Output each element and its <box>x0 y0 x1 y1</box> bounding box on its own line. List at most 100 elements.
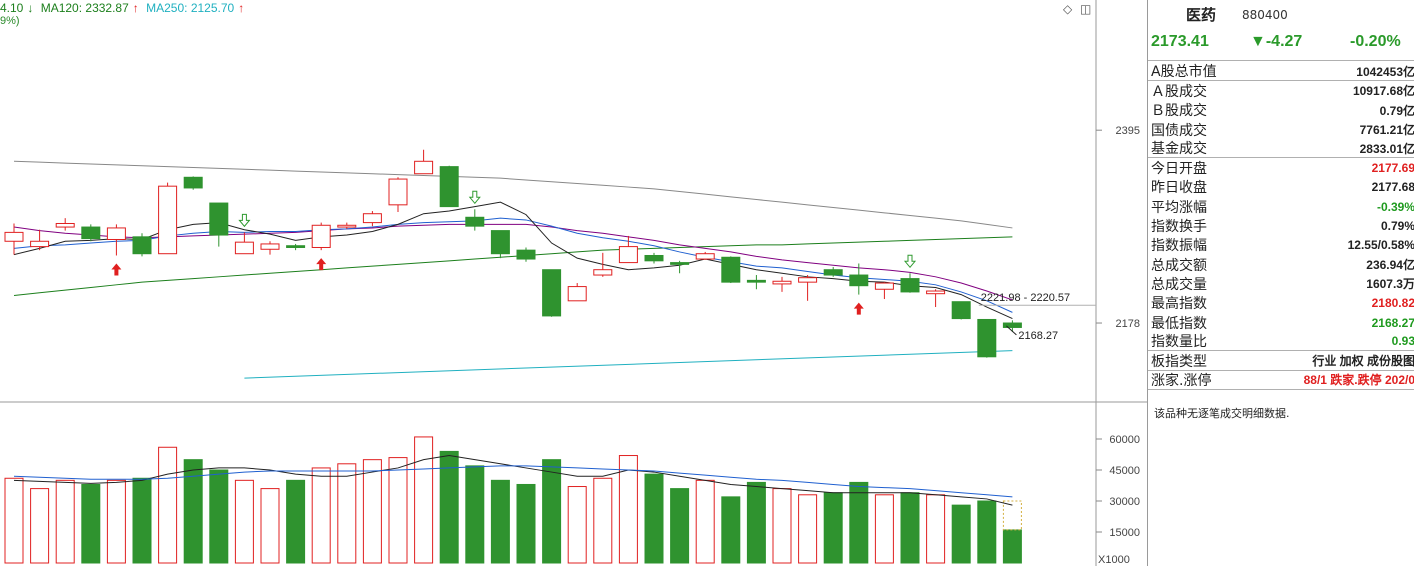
candle <box>158 182 178 255</box>
ma10-line <box>13 217 1013 313</box>
ma20-line <box>13 223 1013 301</box>
candle <box>567 283 587 302</box>
volume-bar <box>951 504 971 564</box>
volume-tick-label: 30000 <box>1109 496 1140 508</box>
quote-row-label: Ｂ股成交 <box>1151 103 1207 120</box>
quote-row: 基金成交 2833.01亿 <box>1148 139 1414 159</box>
candle <box>81 224 101 242</box>
volume-bar <box>234 479 254 564</box>
buy-arrow-icon <box>111 263 122 276</box>
candle-body <box>260 243 280 250</box>
ma250-line <box>244 350 1013 379</box>
quote-row-label: 指数振幅 <box>1151 238 1207 255</box>
candle-body <box>81 226 101 240</box>
candle <box>183 176 203 190</box>
candle <box>337 222 357 229</box>
volume-bars[interactable] <box>4 436 1022 564</box>
volume-bar <box>158 446 178 564</box>
volume-bar <box>977 500 997 564</box>
volume-bar <box>260 488 280 564</box>
volume-bar <box>746 481 766 564</box>
quote-row-value: 2180.82 <box>1371 296 1414 311</box>
quote-row: 最低指数 2168.27 <box>1148 313 1414 332</box>
quote-row-label: 昨日收盘 <box>1151 180 1207 197</box>
volume-tick-label: 60000 <box>1109 434 1140 446</box>
candle <box>721 256 741 284</box>
volume-ma10-line <box>13 465 1013 498</box>
candle-body <box>490 230 510 255</box>
volume-bar <box>183 459 203 564</box>
quote-row: 总成交量 1607.3万 <box>1148 274 1414 293</box>
volume-bar <box>209 469 229 564</box>
quote-row-value: 2168.27 <box>1371 315 1414 330</box>
quote-row-value: 2833.01亿 <box>1359 141 1414 156</box>
ma60-line <box>13 160 1013 229</box>
volume-bar <box>823 492 843 564</box>
quote-row: 国债成交 7761.21亿 <box>1148 120 1414 139</box>
sell-arrow-icon <box>903 254 917 269</box>
candle-body <box>362 213 382 224</box>
chart-frame <box>0 0 1147 566</box>
quote-row-label: Ａ股成交 <box>1151 83 1207 100</box>
candle-body <box>746 279 766 283</box>
volume-bar <box>311 467 331 564</box>
candle <box>823 267 843 277</box>
quote-row-label: 国债成交 <box>1151 122 1207 139</box>
candle-body <box>132 236 152 255</box>
volume-tick-label: 45000 <box>1109 465 1140 477</box>
quote-row-value: 0.93 <box>1391 334 1414 349</box>
quote-row: 最高指数 2180.82 <box>1148 294 1414 313</box>
candle-body <box>721 256 741 283</box>
candle-body <box>439 166 459 208</box>
price-change: ▼-4.27 <box>1250 33 1303 50</box>
candle <box>234 232 254 255</box>
candle-body <box>234 241 254 255</box>
buy-arrow-icon <box>316 258 327 271</box>
volume-bar <box>55 479 75 564</box>
quote-row-value: 236.94亿 <box>1366 258 1414 273</box>
quote-panel: 医药 880400 2173.41 ▼-4.27 -0.20% A股总市值 104… <box>1147 0 1414 566</box>
up-arrow-icon: ↑ <box>132 1 139 15</box>
candle-body <box>644 254 664 262</box>
quote-row: 板指类型 行业 加权 成份股图 <box>1148 351 1414 371</box>
volume-bar <box>874 494 894 564</box>
restore-window-icon[interactable]: ◫ <box>1080 2 1092 16</box>
ma5-line <box>13 201 1013 320</box>
ma250-label: MA250: 2125.70 <box>146 1 235 15</box>
quote-row-label: 基金成交 <box>1151 141 1207 158</box>
volume-bar <box>414 436 434 564</box>
volume-tick-label: 15000 <box>1109 527 1140 539</box>
moving-average-lines <box>13 160 1013 379</box>
candle-body <box>772 280 792 285</box>
candle-body <box>874 282 894 290</box>
candle <box>670 260 690 274</box>
candle-body <box>414 160 434 175</box>
up-arrow-icon: ↑ <box>238 1 245 15</box>
low-pointer <box>1006 325 1017 336</box>
volume-unit-label: X1000 <box>1098 554 1130 566</box>
kline-chart[interactable]: 2395 2178 60000 45000 30000 15000 X1000 2221.9… <box>0 0 1147 566</box>
candle-body <box>286 245 306 248</box>
candle-body <box>209 202 229 236</box>
candle-body <box>593 269 613 276</box>
price-change-pct: -0.20% <box>1350 33 1401 50</box>
candle <box>618 235 638 264</box>
quote-row-label: 板指类型 <box>1151 353 1207 370</box>
candlesticks[interactable] <box>4 149 1022 358</box>
candle <box>388 177 408 212</box>
sell-arrow-icon <box>468 190 481 205</box>
volume-bar <box>593 477 613 564</box>
diamond-icon[interactable]: ◇ <box>1063 2 1073 16</box>
quote-row-value: 7761.21亿 <box>1359 123 1414 138</box>
candle-body <box>55 222 75 228</box>
quote-row-label: 最低指数 <box>1151 315 1207 332</box>
candle-body <box>900 278 920 293</box>
candle-body <box>542 269 562 317</box>
candle-body <box>977 318 997 358</box>
volume-bar <box>30 488 50 564</box>
volume-bar <box>439 450 459 564</box>
candle-body <box>926 290 946 295</box>
quote-row-value: 2177.69 <box>1371 161 1414 176</box>
signal-markers <box>111 190 917 315</box>
candle <box>209 202 229 247</box>
